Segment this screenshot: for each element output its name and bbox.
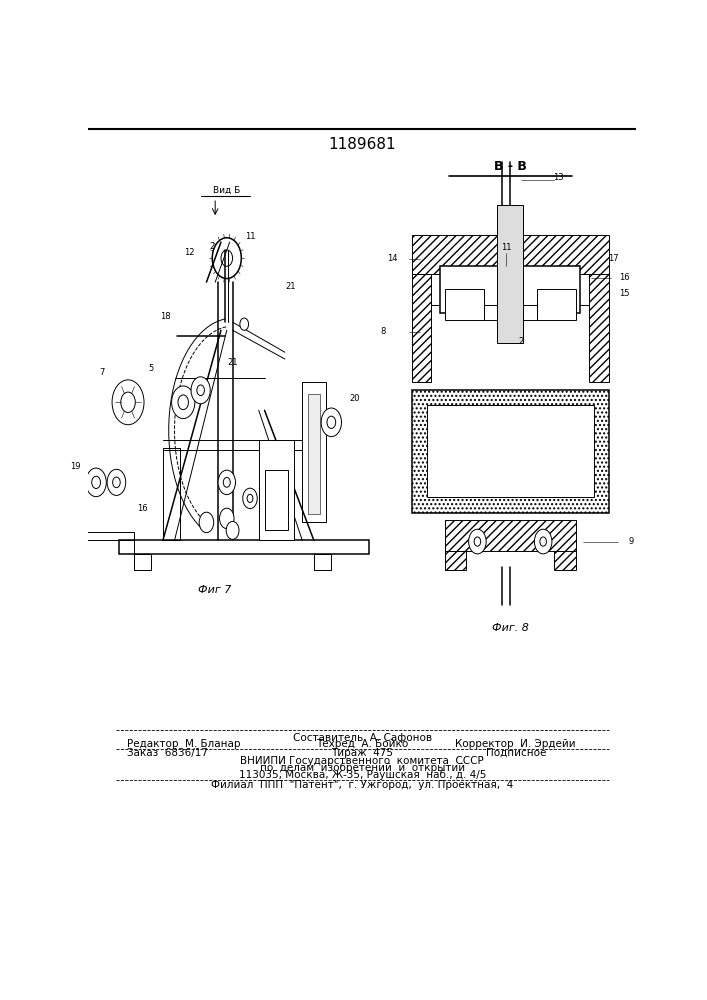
Circle shape — [243, 488, 257, 509]
Bar — [303, 382, 325, 522]
Circle shape — [112, 380, 144, 425]
Text: В - В: В - В — [494, 160, 527, 173]
Text: 18: 18 — [160, 312, 171, 321]
Bar — [431, 274, 589, 305]
Bar — [411, 274, 431, 382]
Circle shape — [92, 476, 100, 488]
Circle shape — [191, 377, 210, 404]
Circle shape — [197, 385, 204, 396]
Circle shape — [218, 470, 235, 495]
Text: Филиал  ППП  "Патент",  г. Ужгород,  ул. Проектная,  4: Филиал ППП "Патент", г. Ужгород, ул. Про… — [211, 780, 513, 790]
Bar — [427, 405, 594, 497]
Bar — [88, 532, 134, 540]
Text: 2: 2 — [210, 242, 215, 251]
Text: 2: 2 — [519, 337, 524, 346]
Circle shape — [112, 477, 120, 488]
Text: 19: 19 — [71, 462, 81, 471]
Text: Составитель  А. Сафонов: Составитель А. Сафонов — [293, 733, 432, 743]
Text: по  делам  изобретений  и  открытий: по делам изобретений и открытий — [259, 763, 465, 773]
Text: Заказ  6836/17: Заказ 6836/17 — [127, 748, 208, 758]
Circle shape — [327, 416, 336, 428]
Circle shape — [212, 238, 241, 279]
Bar — [314, 554, 332, 570]
Text: Техред  А. Бойко: Техред А. Бойко — [316, 739, 409, 749]
Text: 17: 17 — [608, 254, 619, 263]
Circle shape — [469, 529, 486, 554]
Circle shape — [199, 512, 214, 533]
Text: Вид Б: Вид Б — [213, 186, 240, 195]
Circle shape — [121, 392, 135, 412]
Text: 16: 16 — [619, 273, 629, 282]
Text: Корректор  И. Эрдейи: Корректор И. Эрдейи — [455, 739, 576, 749]
Bar — [554, 551, 576, 570]
Text: Редактор  М. Бланар: Редактор М. Бланар — [127, 739, 240, 749]
Text: Тираж  475: Тираж 475 — [332, 748, 393, 758]
Text: 14: 14 — [387, 254, 397, 263]
Text: 7: 7 — [99, 368, 105, 377]
Bar — [259, 440, 293, 540]
Circle shape — [474, 537, 481, 546]
Text: 11: 11 — [501, 243, 511, 252]
Text: Фиг 7: Фиг 7 — [199, 585, 232, 595]
Text: 21: 21 — [286, 282, 296, 291]
Circle shape — [178, 395, 189, 410]
Text: 12: 12 — [184, 248, 194, 257]
Bar — [440, 266, 580, 312]
Circle shape — [221, 250, 233, 266]
Circle shape — [223, 477, 230, 487]
Text: 5: 5 — [148, 364, 154, 373]
Text: Фиг. 8: Фиг. 8 — [492, 623, 529, 633]
Bar — [589, 274, 609, 382]
Bar — [308, 394, 320, 514]
Circle shape — [107, 469, 126, 495]
Bar — [163, 448, 180, 540]
Bar — [411, 235, 609, 274]
Circle shape — [247, 494, 253, 502]
Bar — [445, 289, 484, 320]
Text: 21: 21 — [228, 358, 238, 367]
Text: Подписное: Подписное — [486, 748, 546, 758]
Bar — [119, 540, 369, 554]
Bar — [411, 389, 609, 513]
Text: 15: 15 — [619, 289, 629, 298]
Text: 20: 20 — [349, 394, 360, 403]
Text: ВНИИПИ Государственного  комитета  СССР: ВНИИПИ Государственного комитета СССР — [240, 756, 484, 766]
Circle shape — [226, 521, 239, 539]
Text: 16: 16 — [137, 504, 148, 513]
Text: 9: 9 — [629, 537, 633, 546]
Text: 13: 13 — [553, 173, 563, 182]
Bar — [497, 205, 523, 343]
Circle shape — [240, 318, 249, 330]
Bar — [537, 289, 576, 320]
Bar — [264, 470, 288, 530]
Circle shape — [86, 468, 106, 497]
Bar — [445, 551, 467, 570]
Text: 11: 11 — [245, 232, 255, 241]
Bar — [445, 520, 576, 551]
Circle shape — [540, 537, 547, 546]
Text: 8: 8 — [380, 327, 386, 336]
Text: 113035, Москва, Ж-35, Раушская  наб., д. 4/5: 113035, Москва, Ж-35, Раушская наб., д. … — [239, 770, 486, 780]
Bar — [134, 554, 151, 570]
Circle shape — [321, 408, 341, 437]
Circle shape — [219, 508, 234, 529]
Circle shape — [172, 386, 195, 419]
Text: 1189681: 1189681 — [329, 137, 396, 152]
Bar — [484, 305, 537, 320]
Circle shape — [534, 529, 552, 554]
